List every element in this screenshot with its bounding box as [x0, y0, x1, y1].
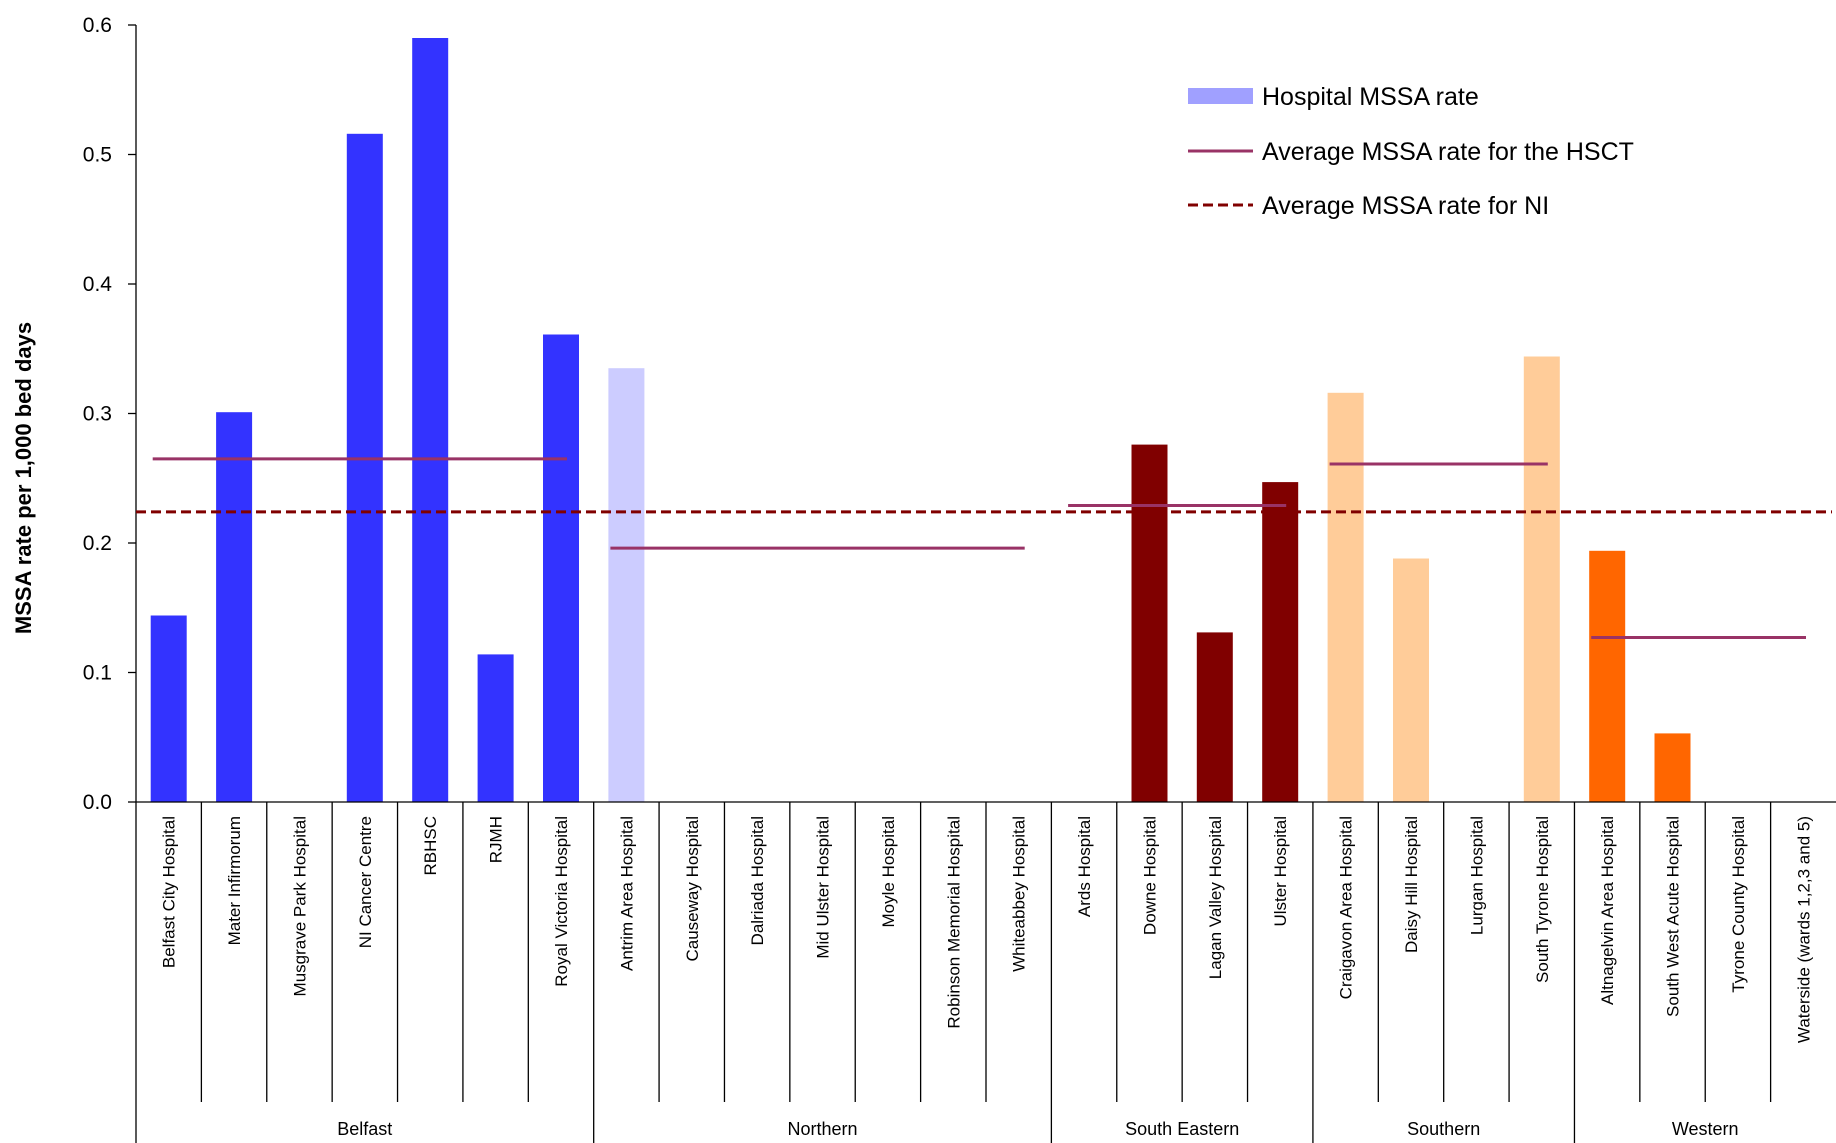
- axes-layer: 0.0 0.1 0.2 0.3 0.4 0.5 0.6 Belfast City Hospit…: [83, 14, 1836, 1143]
- x-category-label: Altnagelvin Area Hospital: [1598, 816, 1617, 1005]
- x-category-label: RJMH: [487, 816, 506, 863]
- x-category-label: NI Cancer Centre: [356, 816, 375, 948]
- x-category-label: Daisy Hill Hospital: [1402, 816, 1421, 953]
- bar-17: [1196, 632, 1233, 802]
- x-category-label: South West Acute Hospital: [1664, 816, 1683, 1017]
- x-category-label: Craigavon Area Hospital: [1337, 816, 1356, 999]
- bar-22: [1523, 356, 1560, 802]
- x-category-label: Dalriada Hospital: [748, 816, 767, 945]
- group-label: South Eastern: [1125, 1119, 1239, 1139]
- bar-2: [216, 412, 253, 802]
- group-label: Belfast: [337, 1119, 392, 1139]
- bar-18: [1262, 482, 1299, 802]
- x-category-label: Causeway Hospital: [683, 816, 702, 962]
- y-tick-label: 0.4: [83, 273, 113, 296]
- y-tick-label: 0.5: [83, 144, 112, 167]
- bar-5: [412, 38, 449, 802]
- group-label: Western: [1672, 1119, 1739, 1139]
- x-category-label: Moyle Hospital: [879, 816, 898, 928]
- y-tick-label: 0.3: [83, 403, 112, 426]
- bar-8: [608, 368, 645, 802]
- x-category-label: Musgrave Park Hospital: [291, 816, 310, 996]
- x-category-label: Antrim Area Hospital: [617, 816, 636, 971]
- bar-24: [1654, 733, 1691, 802]
- legend-label: Hospital MSSA rate: [1262, 83, 1479, 111]
- legend-label: Average MSSA rate for the HSCT: [1262, 138, 1634, 166]
- bar-7: [543, 334, 579, 802]
- x-category-label: Tyrone County Hospital: [1729, 816, 1748, 993]
- x-category-label: Belfast City Hospital: [160, 816, 179, 968]
- y-axis-title: MSSA rate per 1,000 bed days: [11, 322, 36, 634]
- x-category-label: South Tyrone Hospital: [1533, 816, 1552, 983]
- bar-1: [150, 615, 187, 802]
- y-tick-label: 0.1: [83, 662, 112, 685]
- bar-4: [346, 133, 383, 803]
- bars-layer: [150, 38, 1691, 803]
- x-category-label: Mater Infirmorum: [225, 816, 244, 945]
- x-category-label: Ards Hospital: [1075, 816, 1094, 917]
- group-label: Southern: [1407, 1119, 1480, 1139]
- x-category-label: Mid Ulster Hospital: [814, 816, 833, 959]
- group-label: Northern: [787, 1119, 857, 1139]
- x-category-label: Downe Hospital: [1141, 816, 1160, 935]
- y-tick-label: 0.6: [83, 14, 112, 37]
- x-category-label: Whiteabbey Hospital: [1010, 816, 1029, 972]
- bar-19: [1327, 392, 1364, 802]
- x-category-label: Lurgan Hospital: [1467, 816, 1486, 935]
- x-category-label: Ulster Hospital: [1271, 816, 1290, 927]
- average-lines-layer: [136, 457, 1832, 640]
- bar-6: [477, 654, 514, 802]
- x-category-label: Royal Victoria Hospital: [552, 816, 571, 987]
- legend-label: Average MSSA rate for NI: [1262, 192, 1549, 220]
- y-tick-label: 0.0: [83, 791, 112, 814]
- legend: Hospital MSSA rate Average MSSA rate for …: [1188, 83, 1634, 220]
- y-tick-label: 0.2: [83, 532, 112, 555]
- x-category-label: Waterside (wards 1,2,3 and 5): [1794, 816, 1813, 1043]
- legend-swatch-hospital-rate: [1188, 88, 1253, 104]
- bar-16: [1131, 444, 1168, 802]
- x-category-label: RBHSC: [421, 816, 440, 876]
- x-category-label: Lagan Valley Hospital: [1206, 816, 1225, 979]
- bar-23: [1589, 550, 1626, 802]
- bar-20: [1393, 558, 1429, 802]
- x-category-label: Robinson Memorial Hospital: [944, 816, 963, 1029]
